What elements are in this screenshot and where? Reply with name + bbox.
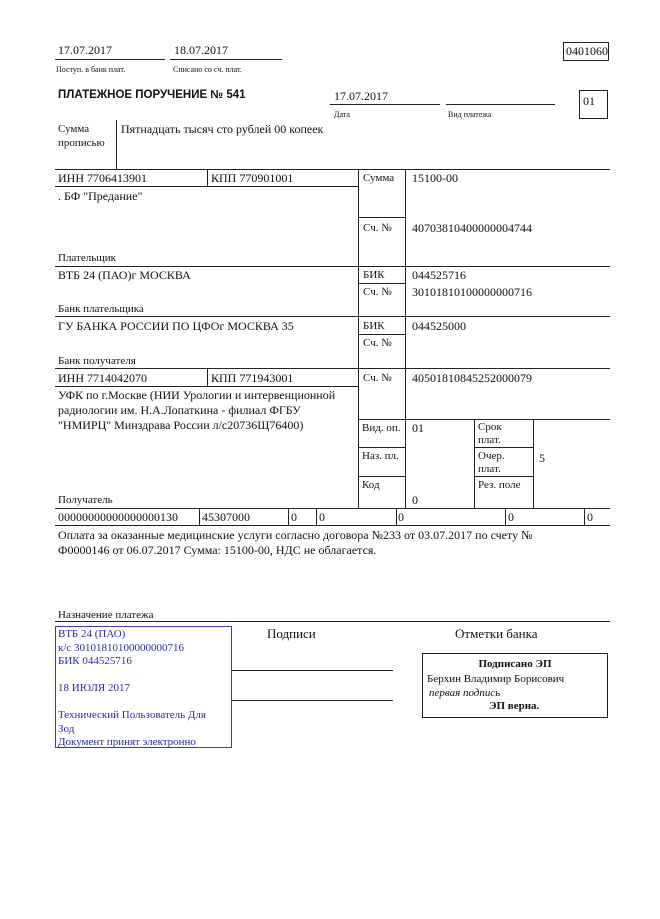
form-code: 0401060 [566,44,608,58]
term-label: Срок плат. [478,421,502,446]
payee-label: Получатель [58,494,113,506]
payer-bank-name: ВТБ 24 (ПАО)г МОСКВА [58,268,191,282]
tax-cell: 45307000 [202,510,250,524]
purpose-line: Оплата за оказанные медицинские услуги с… [58,528,533,542]
payer-name: . БФ "Предание" [58,189,143,203]
e-signature-box: Подписано ЭП Берхин Владимир Борисович п… [422,653,608,718]
bank-acceptance-stamp: ВТБ 24 (ПАО) к/с 30101810100000000716 БИ… [55,626,232,748]
stamp-line: к/с 30101810100000000716 [58,641,185,654]
reserve-label: Рез. поле [478,479,521,491]
op-type-label: Вид. оп. [362,422,401,434]
signatures-label: Подписи [267,626,316,641]
op-type: 01 [412,421,424,435]
payee-account-label: Сч. № [363,372,392,384]
payee-name-line: УФК по г.Москве (НИИ Урологии и интервен… [58,388,336,402]
payee-name-line: радиологии им. Н.А.Лопаткина - филиал ФГ… [58,403,301,417]
stamp-line: Технический Пользователь Для [58,709,206,721]
order-date: 17.07.2017 [334,89,388,103]
payer-bik-label: БИК [363,269,385,281]
payer-bank-label: Банк плательщика [58,303,144,315]
payee-kpp: КПП 771943001 [211,371,294,385]
received-date: 17.07.2017 [58,43,112,57]
payer-account: 40703810400000004744 [412,221,532,235]
purpose-label: Назначение платежа [58,609,154,621]
bank-marks-label: Отметки банка [455,626,538,641]
code: 0 [412,493,418,507]
received-label: Поступ. в банк плат. [56,65,126,74]
status-code: 01 [583,94,595,108]
esign-role: первая подпись [429,687,501,699]
payer-inn: ИНН 7706413901 [58,171,147,185]
stamp-line: БИК 044525716 [58,655,132,667]
payer-account-label: Сч. № [363,222,392,234]
esign-title: Подписано ЭП [478,658,552,670]
date-label: Дата [334,110,350,119]
payee-bank-label: Банк получателя [58,355,136,367]
tax-cell: 0 [319,510,325,524]
stamp-line: ВТБ 24 (ПАО) [58,628,126,640]
payee-bik-label: БИК [363,320,385,332]
tax-cell: 00000000000000000130 [58,510,178,524]
amount-label: Сумма [363,172,395,184]
esign-verdict: ЭП верна. [489,700,540,712]
priority-label: Очер. плат. [478,450,505,475]
payer-kpp: КПП 770901001 [211,171,294,185]
priority: 5 [539,451,545,465]
amount-words: Пятнадцать тысяч сто рублей 00 копеек [121,122,324,136]
payment-type-label: Вид платежа [448,110,492,119]
tax-cell: 0 [508,510,514,524]
amount-words-label: Сумма прописью [58,123,105,149]
debited-date: 18.07.2017 [174,43,228,57]
payee-name-line: "НМИРЦ" Минздрава России л/с20736Щ76400) [58,418,304,432]
stamp-line: 18 ИЮЛЯ 2017 [58,682,130,694]
payee-bik: 044525000 [412,319,466,333]
payee-bank-account-label: Сч. № [363,337,392,349]
payee-bank-name: ГУ БАНКА РОССИИ ПО ЦФОг МОСКВА 35 [58,319,294,333]
payer-label: Плательщик [58,252,116,264]
tax-cell: 0 [587,510,593,524]
esign-name: Берхин Владимир Борисович [427,673,565,685]
payee-account: 40501810845252000079 [412,371,532,385]
stamp-line: Документ принят электронно [58,736,196,748]
payee-inn: ИНН 7714042070 [58,371,147,385]
payer-bik: 044525716 [412,268,466,282]
amount: 15100-00 [412,171,458,185]
purpose-code-label: Наз. пл. [362,450,399,462]
tax-cell: 0 [398,510,404,524]
purpose-line: Ф0000146 от 06.07.2017 Сумма: 15100-00, … [58,543,377,557]
page-title: ПЛАТЕЖНОЕ ПОРУЧЕНИЕ № 541 [58,89,246,101]
code-label: Код [362,479,380,491]
payer-bank-account: 30101810100000000716 [412,285,532,299]
debited-label: Списано со сч. плат. [173,65,242,74]
stamp-line: Зод [58,722,75,735]
payer-bank-account-label: Сч. № [363,286,392,298]
tax-cell: 0 [291,510,297,524]
